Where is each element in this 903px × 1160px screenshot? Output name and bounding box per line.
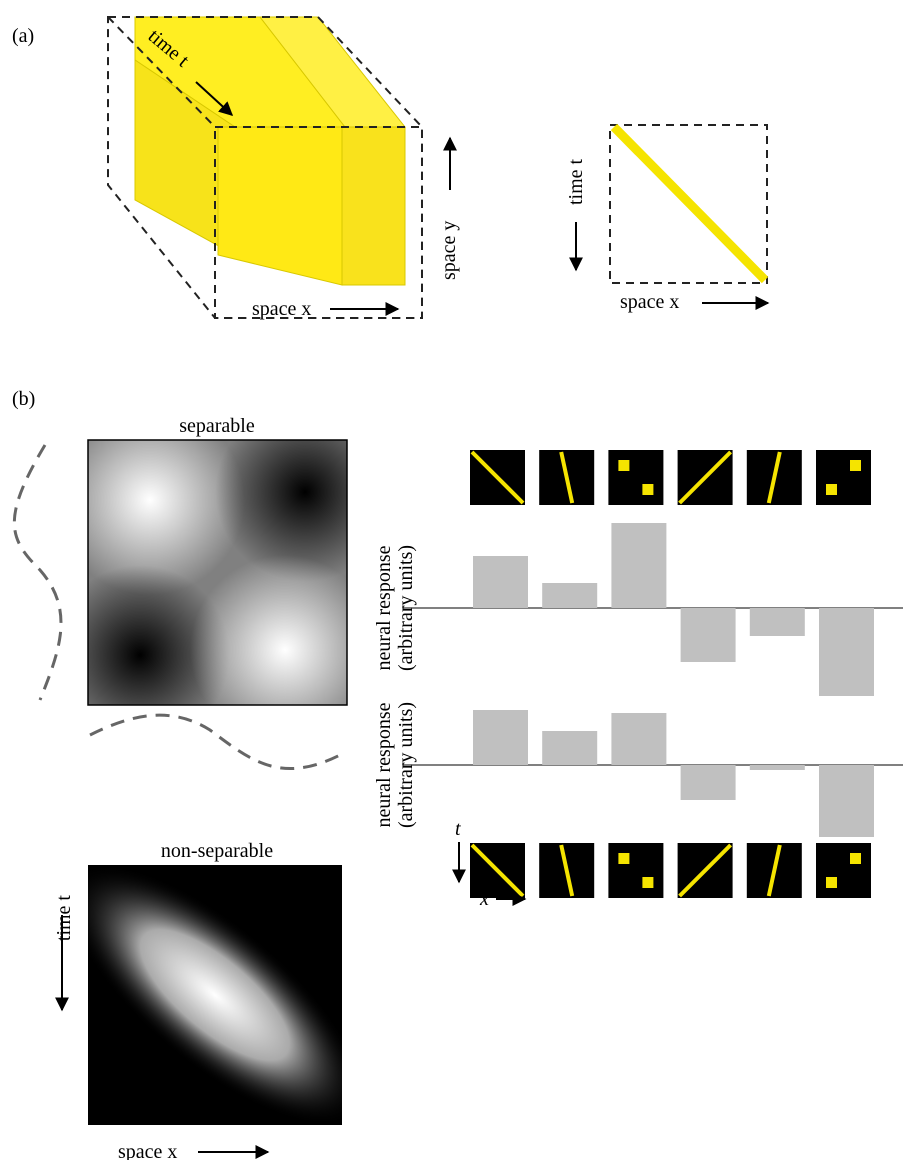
bar bbox=[681, 765, 736, 800]
bar bbox=[750, 608, 805, 636]
bar bbox=[611, 523, 666, 608]
bar bbox=[473, 556, 528, 608]
cube-space-y: space y bbox=[438, 221, 460, 280]
stimulus-dot bbox=[642, 877, 653, 888]
chart-title: non-separable bbox=[161, 840, 273, 862]
time-profile bbox=[14, 445, 61, 700]
stimulus-dot bbox=[826, 877, 837, 888]
panel-label: (a) bbox=[12, 25, 34, 47]
stimulus-dot bbox=[618, 853, 629, 864]
stimulus-dot bbox=[642, 484, 653, 495]
bar bbox=[473, 710, 528, 765]
y-axis-label: neural response bbox=[373, 702, 395, 827]
stimulus-dot bbox=[850, 460, 861, 471]
bar bbox=[681, 608, 736, 662]
axis-label: x bbox=[479, 888, 489, 910]
chart-title: separable bbox=[179, 415, 255, 437]
stimulus-dot bbox=[850, 853, 861, 864]
bar bbox=[819, 608, 874, 696]
bar bbox=[750, 765, 805, 770]
stimulus-dot bbox=[826, 484, 837, 495]
slice-line bbox=[614, 127, 765, 280]
nonseparable-kernel bbox=[28, 822, 401, 1160]
y-axis-label: neural response bbox=[373, 545, 395, 670]
kernel-time-label: time t bbox=[53, 895, 75, 942]
slice-space-x: space x bbox=[620, 291, 679, 313]
separable-kernel bbox=[50, 402, 395, 745]
figure: (a) time t space x space y time t space … bbox=[0, 0, 903, 1160]
bar bbox=[542, 731, 597, 765]
bar bbox=[819, 765, 874, 837]
kernel-space-label: space x bbox=[118, 1141, 177, 1160]
axis-label: t bbox=[455, 818, 461, 840]
cube-space-x: space x bbox=[252, 298, 311, 320]
stimulus-dot bbox=[618, 460, 629, 471]
bar bbox=[542, 583, 597, 608]
slice-time-label: time t bbox=[565, 158, 587, 205]
stimulus-icon bbox=[608, 450, 663, 505]
bar bbox=[611, 713, 666, 765]
stimulus-icon bbox=[816, 843, 871, 898]
space-profile bbox=[90, 715, 340, 768]
cube bbox=[108, 17, 422, 318]
stimulus-icon bbox=[816, 450, 871, 505]
stimulus-icon bbox=[608, 843, 663, 898]
panel-label: (b) bbox=[12, 388, 35, 410]
